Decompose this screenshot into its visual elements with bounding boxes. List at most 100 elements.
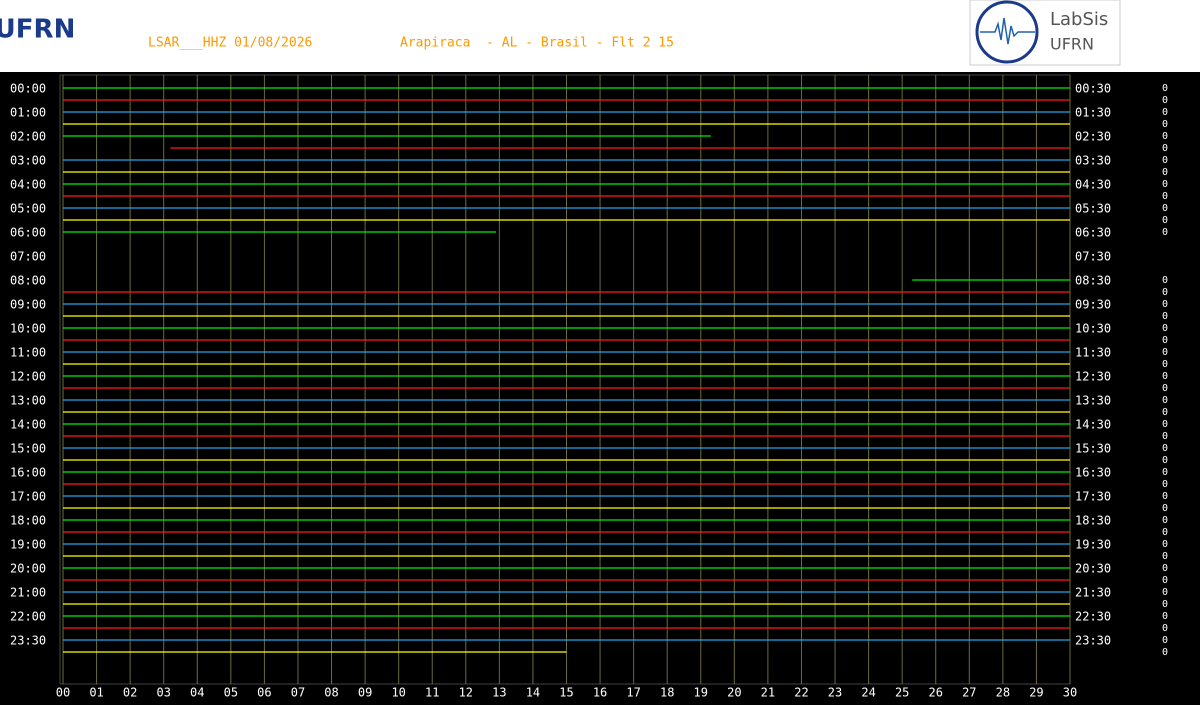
row-label-left: 15:00 [10, 442, 46, 456]
row-label-left: 20:00 [10, 562, 46, 576]
x-tick-label: 12 [459, 686, 473, 700]
x-tick-label: 06 [257, 686, 271, 700]
row-label-right: 15:30 [1075, 442, 1111, 456]
zero-mark: 0 [1162, 419, 1168, 430]
row-label-right: 09:30 [1075, 298, 1111, 312]
row-label-left: 10:00 [10, 322, 46, 336]
row-label-left: 22:00 [10, 610, 46, 624]
zero-mark: 0 [1162, 143, 1168, 154]
zero-mark: 0 [1162, 371, 1168, 382]
row-label-right: 03:30 [1075, 154, 1111, 168]
row-label-left: 23:30 [10, 634, 46, 648]
zero-mark: 0 [1162, 95, 1168, 106]
zero-mark: 0 [1162, 311, 1168, 322]
zero-mark: 0 [1162, 119, 1168, 130]
row-label-left: 03:00 [10, 154, 46, 168]
row-label-right: 16:30 [1075, 466, 1111, 480]
row-label-left: 17:00 [10, 490, 46, 504]
row-label-left: 14:00 [10, 418, 46, 432]
zero-mark: 0 [1162, 359, 1168, 370]
row-label-left: 12:00 [10, 370, 46, 384]
row-label-right: 14:30 [1075, 418, 1111, 432]
logo-ring [975, 0, 1039, 64]
zero-mark: 0 [1162, 623, 1168, 634]
row-label-right: 21:30 [1075, 586, 1111, 600]
zero-mark: 0 [1162, 575, 1168, 586]
x-tick-label: 01 [89, 686, 103, 700]
x-tick-label: 30 [1063, 686, 1077, 700]
zero-mark: 0 [1162, 599, 1168, 610]
row-label-right: 06:30 [1075, 226, 1111, 240]
row-label-left: 07:00 [10, 250, 46, 264]
x-tick-label: 26 [929, 686, 943, 700]
x-tick-label: 19 [694, 686, 708, 700]
zero-mark: 0 [1162, 179, 1168, 190]
zero-mark: 0 [1162, 455, 1168, 466]
zero-mark: 0 [1162, 299, 1168, 310]
x-tick-label: 08 [324, 686, 338, 700]
zero-mark: 0 [1162, 431, 1168, 442]
x-tick-label: 15 [559, 686, 573, 700]
zero-mark: 0 [1162, 335, 1168, 346]
row-label-left: 18:00 [10, 514, 46, 528]
zero-mark: 0 [1162, 155, 1168, 166]
row-label-right: 10:30 [1075, 322, 1111, 336]
row-label-left: 06:00 [10, 226, 46, 240]
zero-mark: 0 [1162, 407, 1168, 418]
x-tick-label: 16 [593, 686, 607, 700]
x-tick-label: 10 [391, 686, 405, 700]
zero-mark: 0 [1162, 107, 1168, 118]
row-label-right: 02:30 [1075, 130, 1111, 144]
row-label-right: 00:30 [1075, 82, 1111, 96]
x-tick-label: 09 [358, 686, 372, 700]
zero-mark: 0 [1162, 203, 1168, 214]
x-tick-label: 28 [996, 686, 1010, 700]
logo-right-sub: UFRN [1050, 35, 1094, 54]
zero-mark: 0 [1162, 395, 1168, 406]
x-tick-label: 18 [660, 686, 674, 700]
zero-mark: 0 [1162, 275, 1168, 286]
zero-mark: 0 [1162, 611, 1168, 622]
row-label-right: 08:30 [1075, 274, 1111, 288]
zero-mark: 0 [1162, 563, 1168, 574]
zero-mark: 0 [1162, 539, 1168, 550]
row-label-left: 09:00 [10, 298, 46, 312]
row-label-right: 04:30 [1075, 178, 1111, 192]
row-label-left: 13:00 [10, 394, 46, 408]
x-tick-label: 27 [962, 686, 976, 700]
x-tick-label: 07 [291, 686, 305, 700]
row-label-right: 05:30 [1075, 202, 1111, 216]
row-label-right: 20:30 [1075, 562, 1111, 576]
row-label-left: 04:00 [10, 178, 46, 192]
row-label-right: 19:30 [1075, 538, 1111, 552]
station-title: LSAR___HHZ 01/08/2026 [148, 36, 312, 51]
x-tick-label: 22 [794, 686, 808, 700]
zero-mark: 0 [1162, 515, 1168, 526]
zero-mark: 0 [1162, 287, 1168, 298]
row-label-left: 05:00 [10, 202, 46, 216]
row-label-right: 22:30 [1075, 610, 1111, 624]
x-tick-label: 00 [56, 686, 70, 700]
zero-mark: 0 [1162, 635, 1168, 646]
x-tick-label: 04 [190, 686, 204, 700]
row-label-left: 11:00 [10, 346, 46, 360]
row-label-right: 11:30 [1075, 346, 1111, 360]
row-label-right: 18:30 [1075, 514, 1111, 528]
zero-mark: 0 [1162, 467, 1168, 478]
row-label-right: 23:30 [1075, 634, 1111, 648]
zero-mark: 0 [1162, 323, 1168, 334]
plot-frame [59, 74, 1071, 685]
row-label-left: 02:00 [10, 130, 46, 144]
x-tick-label: 17 [626, 686, 640, 700]
zero-mark: 0 [1162, 587, 1168, 598]
zero-mark: 0 [1162, 443, 1168, 454]
zero-mark: 0 [1162, 227, 1168, 238]
x-tick-label: 23 [828, 686, 842, 700]
zero-mark: 0 [1162, 83, 1168, 94]
logo-left-box [0, 0, 70, 70]
row-label-left: 21:00 [10, 586, 46, 600]
zero-mark: 0 [1162, 527, 1168, 538]
x-tick-label: 14 [526, 686, 540, 700]
x-tick-label: 29 [1029, 686, 1043, 700]
